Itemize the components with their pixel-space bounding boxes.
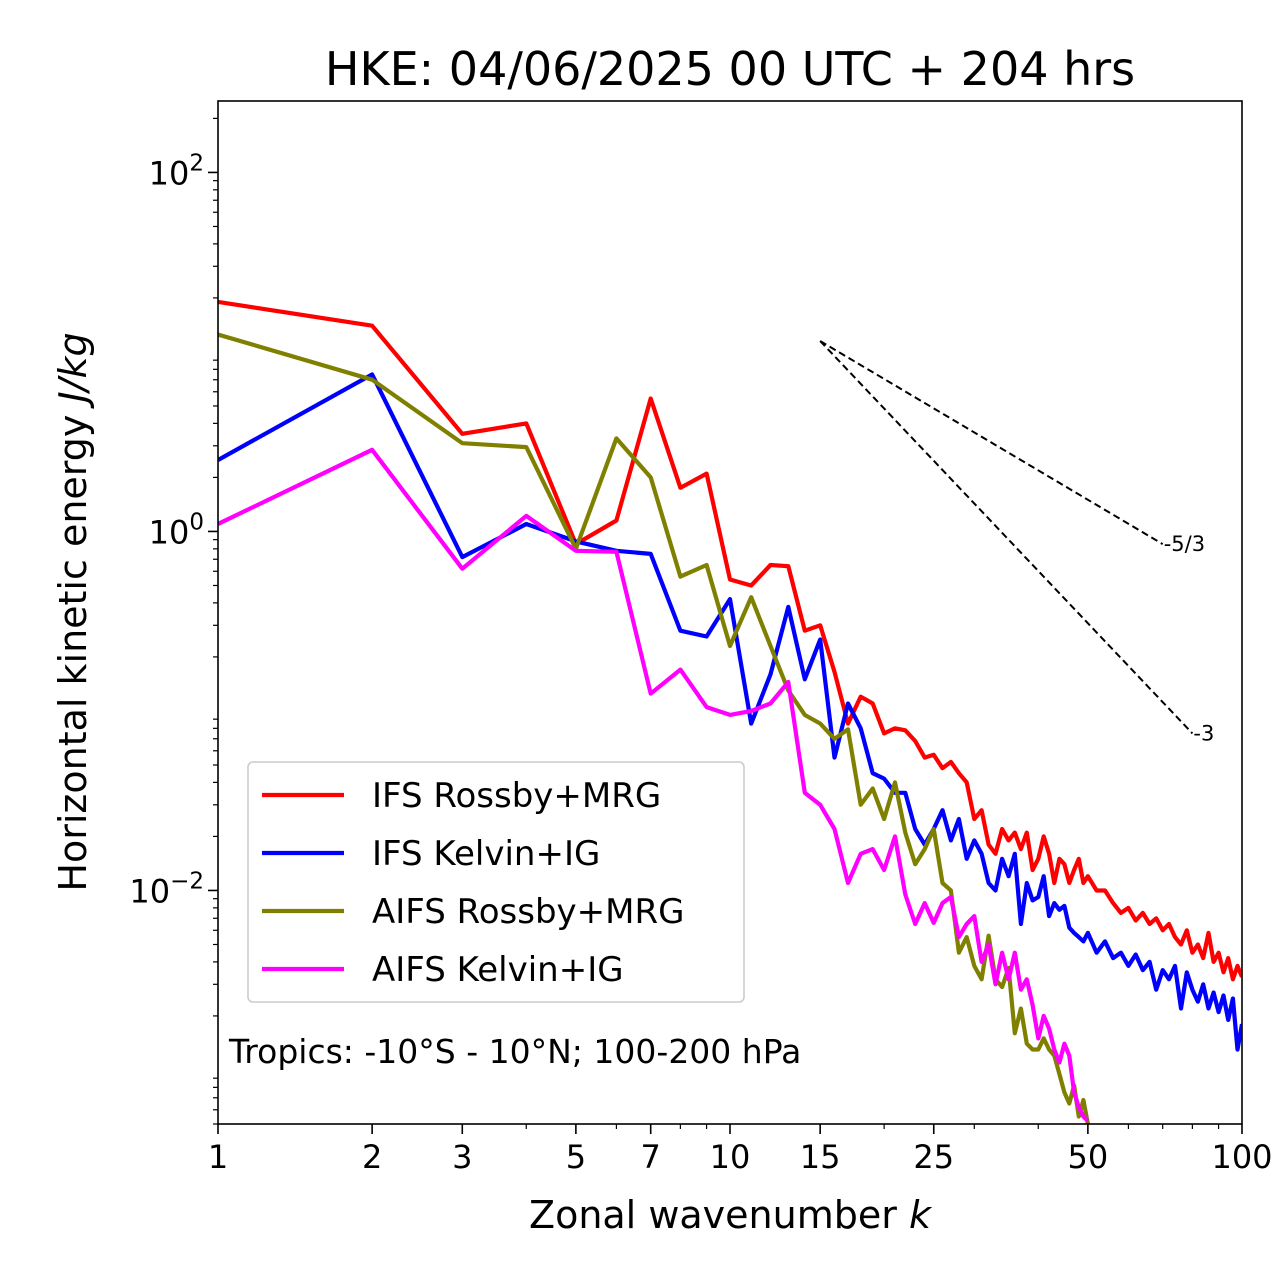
x-tick-label: 10 bbox=[710, 1138, 751, 1176]
x-axis: 1 2 3 5 7 10 15 25 50 100 bbox=[208, 1124, 1273, 1176]
reference-slope-line bbox=[819, 340, 1164, 545]
series-line-ifs-kelvin-ig bbox=[218, 372, 1242, 1052]
x-tick-label: 2 bbox=[362, 1138, 382, 1176]
x-axis-label-text: Zonal wavenumber bbox=[529, 1193, 909, 1237]
y-tick-base: 10 bbox=[149, 513, 190, 551]
y-axis-label-unit: J/kg bbox=[51, 332, 95, 409]
reference-slope-label: -5/3 bbox=[1164, 532, 1205, 556]
legend-box bbox=[247, 761, 745, 1003]
reference-slope-label: -3 bbox=[1193, 721, 1214, 745]
y-tick-label: 102 bbox=[149, 150, 204, 192]
y-tick-exponent: −2 bbox=[170, 868, 204, 894]
x-tick-label: 15 bbox=[800, 1138, 841, 1176]
reference-slope-lines bbox=[819, 340, 1194, 735]
y-tick-exponent: 2 bbox=[189, 150, 204, 176]
x-tick-label: 1 bbox=[208, 1138, 228, 1176]
y-axis-label-text: Horizontal kinetic energy bbox=[51, 403, 95, 892]
y-tick-base: 10 bbox=[129, 872, 170, 910]
legend-label: IFS Kelvin+IG bbox=[372, 834, 600, 874]
reference-slope-line bbox=[819, 340, 1194, 735]
reference-slope-labels: -5/3 -3 bbox=[1164, 532, 1215, 745]
series-line-ifs-rossby-mrg bbox=[218, 299, 1242, 982]
minor-ticks bbox=[213, 117, 1220, 1129]
legend: IFS Rossby+MRG IFS Kelvin+IG AIFS Rossby+M… bbox=[247, 761, 745, 1003]
y-tick-label: 10−2 bbox=[129, 868, 204, 910]
series-line-aifs-kelvin-ig bbox=[218, 447, 1090, 1123]
x-tick-label: 50 bbox=[1068, 1138, 1109, 1176]
legend-label: IFS Rossby+MRG bbox=[372, 776, 661, 816]
series-lines bbox=[218, 299, 1242, 1124]
x-tick-label: 5 bbox=[566, 1138, 586, 1176]
plot-frame bbox=[217, 100, 1243, 1125]
y-tick-exponent: 0 bbox=[189, 509, 204, 535]
x-tick-label: 25 bbox=[913, 1138, 954, 1176]
x-axis-label: Zonal wavenumber k bbox=[529, 1193, 933, 1237]
legend-label: AIFS Kelvin+IG bbox=[372, 950, 624, 990]
y-tick-base: 10 bbox=[149, 154, 190, 192]
region-annotation: Tropics: -10°S - 10°N; 100-200 hPa bbox=[228, 1032, 801, 1071]
x-axis-label-variable: k bbox=[909, 1193, 933, 1237]
legend-label: AIFS Rossby+MRG bbox=[372, 892, 684, 932]
series-line-aifs-rossby-mrg bbox=[218, 332, 1090, 1124]
y-axis-label: Horizontal kinetic energy J/kg bbox=[51, 332, 95, 891]
x-tick-label: 7 bbox=[641, 1138, 661, 1176]
y-tick-label: 100 bbox=[149, 509, 204, 551]
x-tick-label: 3 bbox=[452, 1138, 472, 1176]
x-tick-label: 100 bbox=[1211, 1138, 1272, 1176]
chart-title: HKE: 04/06/2025 00 UTC + 204 hrs bbox=[325, 42, 1135, 96]
